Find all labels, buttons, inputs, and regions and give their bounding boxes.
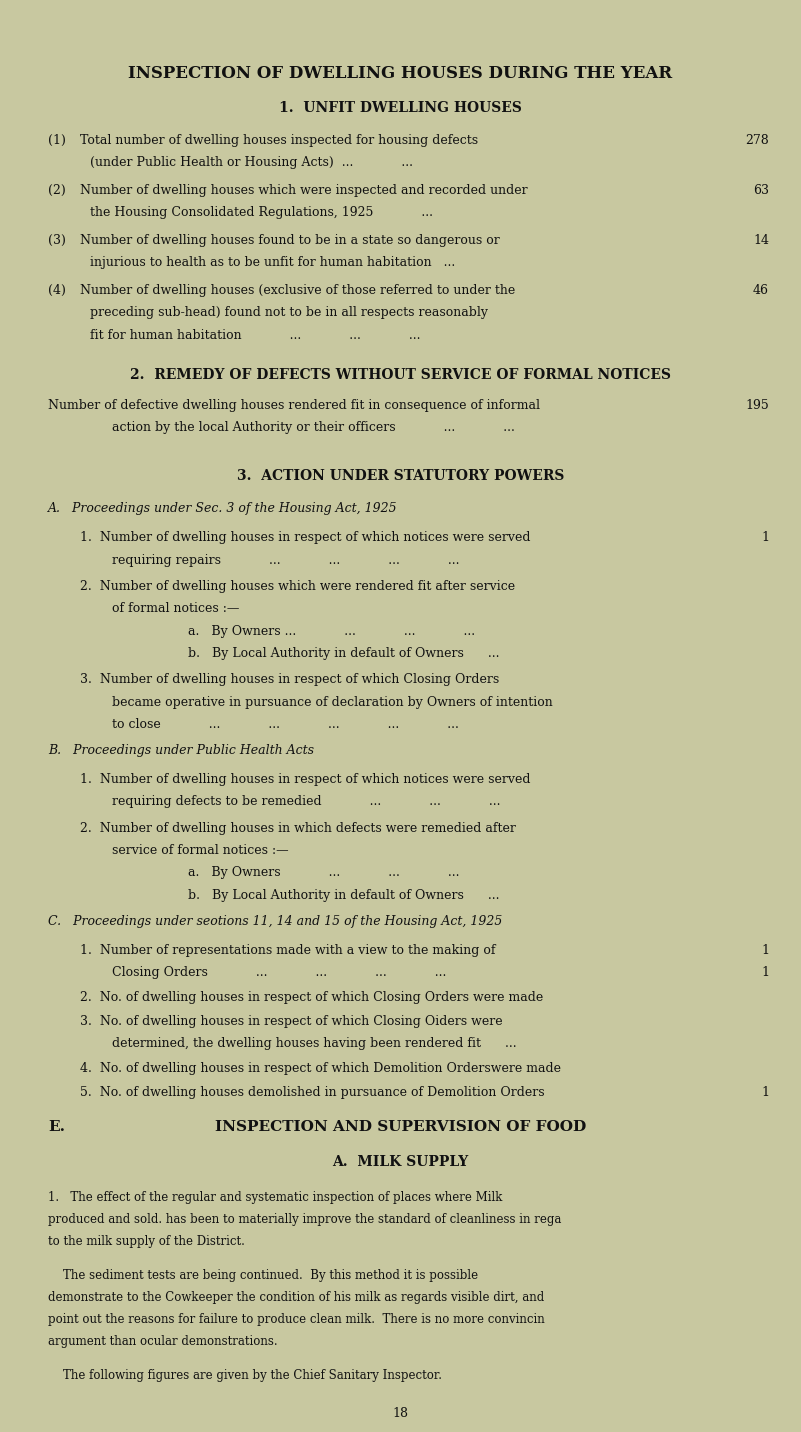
Text: A.  MILK SUPPLY: A. MILK SUPPLY <box>332 1156 469 1169</box>
Text: 2.  No. of dwelling houses in respect of which Closing Orders were made: 2. No. of dwelling houses in respect of … <box>80 991 543 1004</box>
Text: Number of dwelling houses found to be in a state so dangerous or: Number of dwelling houses found to be in… <box>80 233 500 248</box>
Text: 1: 1 <box>761 531 769 544</box>
Text: requiring repairs            ...            ...            ...            ...: requiring repairs ... ... ... ... <box>112 554 460 567</box>
Text: B.   Proceedings under Public Health Acts: B. Proceedings under Public Health Acts <box>48 745 314 758</box>
Text: (4): (4) <box>48 284 66 298</box>
Text: Number of dwelling houses which were inspected and recorded under: Number of dwelling houses which were ins… <box>80 183 528 198</box>
Text: b.   By Local Authority in default of Owners      ...: b. By Local Authority in default of Owne… <box>160 647 500 660</box>
Text: determined, the dwelling houses having been rendered fit      ...: determined, the dwelling houses having b… <box>112 1037 517 1051</box>
Text: 14: 14 <box>753 233 769 248</box>
Text: preceding sub-head) found not to be in all respects reasonably: preceding sub-head) found not to be in a… <box>90 306 488 319</box>
Text: 2.  Number of dwelling houses in which defects were remedied after: 2. Number of dwelling houses in which de… <box>80 822 516 835</box>
Text: a.   By Owners            ...            ...            ...: a. By Owners ... ... ... <box>160 866 460 879</box>
Text: 63: 63 <box>753 183 769 198</box>
Text: became operative in pursuance of declaration by Owners of intention: became operative in pursuance of declara… <box>112 696 553 709</box>
Text: Number of dwelling houses (exclusive of those referred to under the: Number of dwelling houses (exclusive of … <box>80 284 515 298</box>
Text: INSPECTION AND SUPERVISION OF FOOD: INSPECTION AND SUPERVISION OF FOOD <box>215 1120 586 1134</box>
Text: 1: 1 <box>761 1087 769 1100</box>
Text: 1: 1 <box>761 967 769 979</box>
Text: 3.  Number of dwelling houses in respect of which Closing Orders: 3. Number of dwelling houses in respect … <box>80 673 499 686</box>
Text: 1.   The effect of the regular and systematic inspection of places where Milk: 1. The effect of the regular and systema… <box>48 1190 502 1203</box>
Text: action by the local Authority or their officers            ...            ...: action by the local Authority or their o… <box>112 421 515 434</box>
Text: to close            ...            ...            ...            ...            : to close ... ... ... ... <box>112 717 459 730</box>
Text: Total number of dwelling houses inspected for housing defects: Total number of dwelling houses inspecte… <box>80 133 478 147</box>
Text: 3.  ACTION UNDER STATUTORY POWERS: 3. ACTION UNDER STATUTORY POWERS <box>237 470 564 483</box>
Text: 1: 1 <box>761 944 769 957</box>
Text: produced and sold. has been to materially improve the standard of cleanliness in: produced and sold. has been to materiall… <box>48 1213 562 1226</box>
Text: 46: 46 <box>753 284 769 298</box>
Text: (3): (3) <box>48 233 66 248</box>
Text: 5.  No. of dwelling houses demolished in pursuance of Demolition Orders: 5. No. of dwelling houses demolished in … <box>80 1087 545 1100</box>
Text: injurious to health as to be unfit for human habitation   ...: injurious to health as to be unfit for h… <box>90 256 471 269</box>
Text: the Housing Consolidated Regulations, 1925            ...: the Housing Consolidated Regulations, 19… <box>90 206 465 219</box>
Text: of formal notices :—: of formal notices :— <box>112 603 239 616</box>
Text: demonstrate to the Cowkeeper the condition of his milk as regards visible dirt, : demonstrate to the Cowkeeper the conditi… <box>48 1290 545 1303</box>
Text: requiring defects to be remedied            ...            ...            ...: requiring defects to be remedied ... ...… <box>112 795 501 809</box>
Text: 4.  No. of dwelling houses in respect of which Demolition Orderswere made: 4. No. of dwelling houses in respect of … <box>80 1061 561 1075</box>
Text: A.   Proceedings under Sec. 3 of the Housing Act, 1925: A. Proceedings under Sec. 3 of the Housi… <box>48 503 397 516</box>
Text: 1.  Number of representations made with a view to the making of: 1. Number of representations made with a… <box>80 944 496 957</box>
Text: 2.  Number of dwelling houses which were rendered fit after service: 2. Number of dwelling houses which were … <box>80 580 515 593</box>
Text: 18: 18 <box>392 1408 409 1421</box>
Text: (under Public Health or Housing Acts)  ...            ...: (under Public Health or Housing Acts) ..… <box>90 156 445 169</box>
Text: argument than ocular demonstrations.: argument than ocular demonstrations. <box>48 1335 278 1348</box>
Text: 195: 195 <box>745 400 769 412</box>
Text: 278: 278 <box>745 133 769 147</box>
Text: (2): (2) <box>48 183 66 198</box>
Text: 1.  UNFIT DWELLING HOUSES: 1. UNFIT DWELLING HOUSES <box>279 100 522 115</box>
Text: The sediment tests are being continued.  By this method it is possible: The sediment tests are being continued. … <box>48 1269 478 1282</box>
Text: service of formal notices :—: service of formal notices :— <box>112 845 289 858</box>
Text: Closing Orders            ...            ...            ...            ...: Closing Orders ... ... ... ... <box>112 967 446 979</box>
Text: E.: E. <box>48 1120 65 1134</box>
Text: 2.  REMEDY OF DEFECTS WITHOUT SERVICE OF FORMAL NOTICES: 2. REMEDY OF DEFECTS WITHOUT SERVICE OF … <box>130 368 671 382</box>
Text: Number of defective dwelling houses rendered fit in consequence of informal: Number of defective dwelling houses rend… <box>48 400 540 412</box>
Text: INSPECTION OF DWELLING HOUSES DURING THE YEAR: INSPECTION OF DWELLING HOUSES DURING THE… <box>128 64 673 82</box>
Text: 1.  Number of dwelling houses in respect of which notices were served: 1. Number of dwelling houses in respect … <box>80 773 530 786</box>
Text: 1.  Number of dwelling houses in respect of which notices were served: 1. Number of dwelling houses in respect … <box>80 531 530 544</box>
Text: to the milk supply of the District.: to the milk supply of the District. <box>48 1234 245 1247</box>
Text: The following figures are given by the Chief Sanitary Inspector.: The following figures are given by the C… <box>48 1369 442 1382</box>
Text: C.   Proceedings under seotions 11, 14 and 15 of the Housing Act, 1925: C. Proceedings under seotions 11, 14 and… <box>48 915 502 928</box>
Text: fit for human habitation            ...            ...            ...: fit for human habitation ... ... ... <box>90 328 421 342</box>
Text: 3.  No. of dwelling houses in respect of which Closing Oiders were: 3. No. of dwelling houses in respect of … <box>80 1015 503 1028</box>
Text: (1): (1) <box>48 133 66 147</box>
Text: a.   By Owners ...            ...            ...            ...: a. By Owners ... ... ... ... <box>160 624 475 637</box>
Text: b.   By Local Authority in default of Owners      ...: b. By Local Authority in default of Owne… <box>160 889 500 902</box>
Text: point out the reasons for failure to produce clean milk.  There is no more convi: point out the reasons for failure to pro… <box>48 1313 545 1326</box>
